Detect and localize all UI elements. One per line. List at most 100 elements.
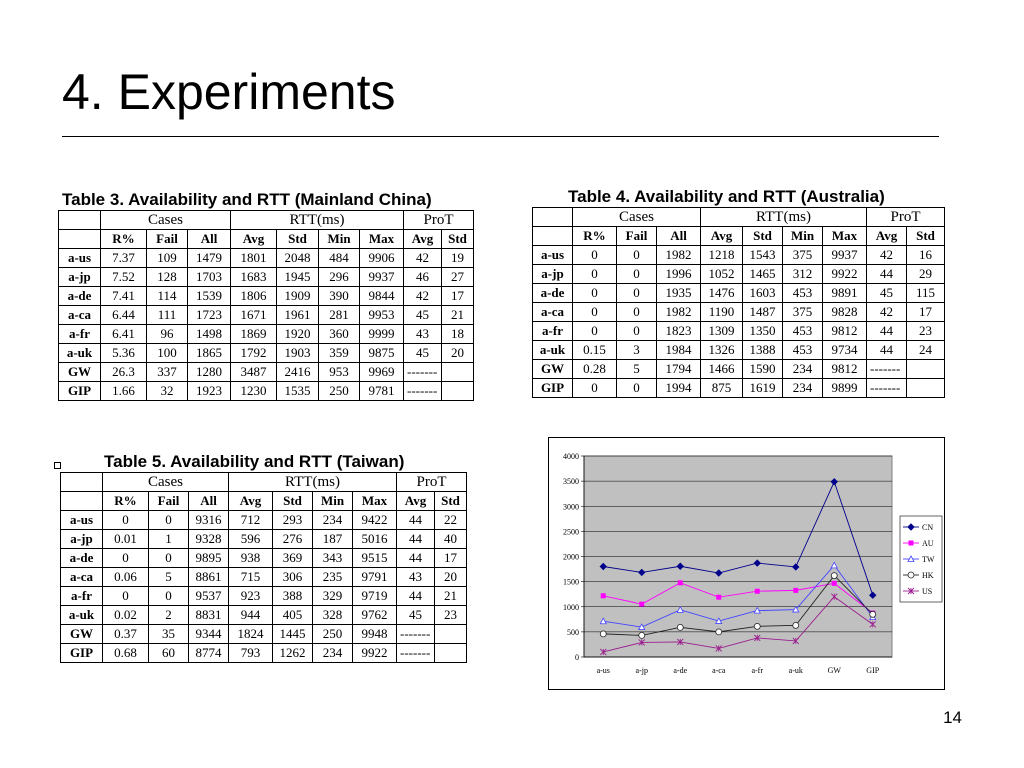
cell-std: 1590 — [742, 359, 783, 379]
data-point — [599, 648, 607, 656]
cell-avg: 715 — [228, 567, 273, 587]
data-point — [715, 617, 723, 624]
empty-corner-cell — [60, 491, 103, 511]
cell-std: 1903 — [276, 343, 319, 363]
cell-pstd — [434, 624, 467, 644]
cell-max: 9812 — [822, 359, 867, 379]
cell-max: 9891 — [822, 283, 867, 303]
site-label: a-jp — [60, 529, 103, 549]
series-hk — [599, 572, 877, 639]
group-header-cases: Cases — [572, 207, 701, 227]
cell-std: 1388 — [742, 340, 783, 360]
table-row: a-ca 0.06 5 8861 715 306 235 9791 43 20 — [60, 567, 467, 587]
site-label: a-fr — [58, 324, 101, 344]
group-header-prot: ProT — [403, 210, 474, 230]
x-tick-label: a-ca — [712, 666, 726, 675]
cell-min: 375 — [782, 302, 823, 322]
cell-avg: 1309 — [700, 321, 743, 341]
table-4-block: Table 4. Availability and RTT (Australia… — [532, 187, 945, 398]
data-point — [676, 562, 684, 570]
cell-pstd: 20 — [441, 343, 474, 363]
cell-pavg: 44 — [866, 264, 907, 284]
rtt-table: Cases RTT(ms) ProT R% Fail All Avg Std Min Max Avg… — [60, 472, 467, 663]
cell-avg: 1230 — [230, 381, 277, 401]
site-label: GIP — [60, 643, 103, 663]
cell-std: 293 — [272, 510, 313, 530]
title-divider — [62, 136, 939, 137]
cell-all: 1539 — [187, 286, 231, 306]
legend-label: CN — [922, 523, 933, 532]
column-header: R% — [100, 229, 147, 249]
cell-pavg: ------- — [403, 362, 442, 382]
cell-fail: 5 — [616, 359, 657, 379]
column-header: Min — [318, 229, 360, 249]
table-row: a-ca 6.44 111 1723 1671 1961 281 9953 45 21 — [58, 305, 474, 325]
cell-max: 9899 — [822, 378, 867, 398]
cell-r: 0 — [102, 510, 149, 530]
column-header: All — [188, 491, 229, 511]
cell-pavg: 45 — [403, 343, 442, 363]
cell-pstd: 20 — [434, 567, 467, 587]
site-label: a-fr — [60, 586, 103, 606]
cell-max: 9948 — [352, 624, 397, 644]
cell-all: 1703 — [187, 267, 231, 287]
cell-min: 453 — [782, 321, 823, 341]
cell-max: 9999 — [359, 324, 404, 344]
group-header-prot: ProT — [866, 207, 945, 227]
cell-fail: 0 — [616, 321, 657, 341]
column-header: Std — [742, 226, 783, 246]
cell-min: 484 — [318, 248, 360, 268]
empty-corner-cell — [532, 226, 573, 246]
table-row: a-jp 7.52 128 1703 1683 1945 296 9937 46 27 — [58, 267, 474, 287]
y-tick-label: 2500 — [563, 527, 579, 536]
x-tick-label: a-jp — [636, 666, 648, 675]
cell-pavg: 44 — [396, 548, 435, 568]
cell-r: 0.02 — [102, 605, 149, 625]
cell-min: 281 — [318, 305, 360, 325]
cell-r: 7.41 — [100, 286, 147, 306]
cell-r: 0 — [102, 586, 149, 606]
cell-max: 9875 — [359, 343, 404, 363]
cell-max: 5016 — [352, 529, 397, 549]
cell-pavg: 44 — [396, 586, 435, 606]
column-header: Avg — [230, 229, 277, 249]
cell-pstd: 21 — [434, 586, 467, 606]
table-row: a-uk 0.02 2 8831 944 405 328 9762 45 23 — [60, 605, 467, 625]
cell-min: 250 — [318, 381, 360, 401]
cell-all: 9316 — [188, 510, 229, 530]
rtt-line-chart: 0 500 1000 1500 2000 2500 3000 3500 4000 a-us a-jp… — [548, 437, 945, 690]
cell-avg: 938 — [228, 548, 273, 568]
cell-r: 0 — [102, 548, 149, 568]
cell-avg: 1869 — [230, 324, 277, 344]
group-header-rtt: RTT(ms) — [230, 210, 404, 230]
cell-max: 9906 — [359, 248, 404, 268]
site-label: GIP — [532, 378, 573, 398]
cell-all: 1865 — [187, 343, 231, 363]
data-point — [676, 623, 684, 631]
cell-fail: 0 — [148, 510, 189, 530]
chart-svg: 0 500 1000 1500 2000 2500 3000 3500 4000 a-us a-jp… — [563, 452, 943, 675]
cell-r: 6.41 — [100, 324, 147, 344]
data-point — [831, 580, 837, 586]
cell-min: 453 — [782, 340, 823, 360]
cell-min: 360 — [318, 324, 360, 344]
empty-corner-cell — [60, 472, 103, 492]
cell-fail: 1 — [148, 529, 189, 549]
group-header-rtt: RTT(ms) — [228, 472, 397, 492]
cell-std: 1945 — [276, 267, 319, 287]
site-label: a-jp — [532, 264, 573, 284]
cell-std: 1465 — [742, 264, 783, 284]
slide-title: 4. Experiments — [62, 64, 396, 120]
site-label: a-us — [532, 245, 573, 265]
cell-r: 0.01 — [102, 529, 149, 549]
cell-avg: 1466 — [700, 359, 743, 379]
cell-max: 9515 — [352, 548, 397, 568]
cell-max: 9812 — [822, 321, 867, 341]
cell-min: 234 — [782, 359, 823, 379]
cell-max: 9953 — [359, 305, 404, 325]
data-point — [830, 478, 838, 486]
site-label: a-ca — [58, 305, 101, 325]
cell-min: 187 — [312, 529, 353, 549]
cell-std: 388 — [272, 586, 313, 606]
cell-all: 1996 — [656, 264, 701, 284]
